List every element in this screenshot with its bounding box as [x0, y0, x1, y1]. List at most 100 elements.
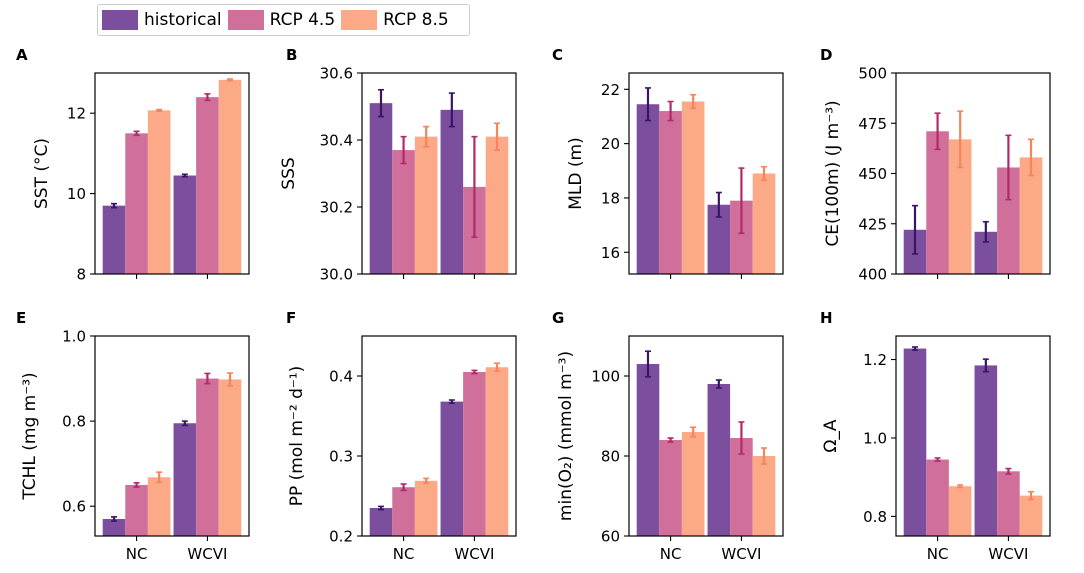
bar-A-NC-1: [125, 133, 148, 274]
errorbar-H-NC-1: [934, 457, 941, 462]
errorbar-H-WCVI-2: [1028, 490, 1035, 501]
errorbar-H-NC-0: [911, 346, 918, 351]
ylabel-A: SST (°C): [32, 138, 52, 209]
bar-D-NC-1: [926, 131, 949, 274]
bar-B-NC-2: [414, 136, 438, 274]
bar-C-WCVI-2: [752, 173, 776, 274]
ytick-label-A-1: 10: [67, 185, 86, 203]
bar-C-NC-0: [636, 104, 660, 275]
bar-G-WCVI-0: [707, 384, 731, 536]
errorbar-A-WCVI-1: [204, 93, 211, 102]
bar-A-NC-2: [147, 110, 171, 274]
ytick-label-F-1: 0.3: [329, 448, 353, 466]
panel-label-H: H: [820, 309, 833, 327]
panel-label-D: D: [820, 46, 832, 64]
errorbar-A-NC-1: [133, 130, 140, 137]
ylabel-E: TCHL (mg m⁻³): [20, 372, 40, 500]
legend-label-rcp45: RCP 4.5: [269, 10, 336, 30]
bar-E-WCVI-1: [196, 378, 219, 536]
legend-item-historical: historical: [102, 10, 222, 30]
bar-D-NC-2: [948, 139, 972, 274]
ytick-label-D-1: 425: [858, 215, 887, 233]
panel-H: H 0.8 1.0 1.2 NC WCVI Ω_A: [820, 309, 1051, 563]
ytick-label-A-2: 12: [67, 105, 86, 123]
xtick-label-E-WCVI: WCVI: [187, 545, 227, 563]
axes-frame-F: [361, 335, 517, 537]
ytick-label-E-1: 0.8: [62, 413, 86, 431]
errorbar-D-NC-0: [911, 204, 918, 255]
panel-B: B 30.0 30.2 30.4 30.6 SSS: [279, 46, 517, 284]
bar-H-NC-0: [903, 348, 927, 536]
ylabel-B: SSS: [279, 157, 299, 189]
axes-frame-H: [895, 335, 1051, 537]
bar-G-WCVI-1: [730, 438, 753, 536]
errorbar-D-WCVI-2: [1028, 138, 1035, 177]
errorbar-H-WCVI-0: [982, 358, 989, 373]
xtick-label-H-NC: NC: [927, 545, 949, 563]
bar-B-WCVI-2: [485, 136, 509, 274]
errorbar-D-NC-1: [934, 112, 941, 151]
errorbar-G-WCVI-0: [715, 379, 722, 389]
bar-G-NC-2: [681, 432, 705, 536]
errorbar-E-WCVI-2: [227, 372, 234, 387]
bar-F-NC-1: [392, 487, 415, 536]
bar-C-NC-2: [681, 101, 705, 275]
legend-label-rcp85: RCP 8.5: [383, 10, 449, 30]
bar-A-WCVI-0: [173, 175, 197, 274]
errorbar-B-WCVI-2: [494, 122, 501, 151]
errorbar-B-NC-1: [400, 135, 407, 165]
errorbar-G-WCVI-2: [761, 447, 768, 465]
panel-label-G: G: [552, 309, 564, 327]
ytick-label-C-3: 22: [601, 81, 620, 99]
axes-frame-A: [94, 72, 250, 275]
legend-swatch-historical: [102, 10, 138, 30]
errorbar-E-NC-2: [156, 471, 163, 484]
errorbar-D-WCVI-1: [1005, 134, 1012, 201]
bar-H-WCVI-0: [974, 365, 998, 536]
xtick-label-H-WCVI: WCVI: [988, 545, 1028, 563]
errorbar-C-NC-0: [644, 87, 651, 122]
legend-item-rcp85: RCP 8.5: [341, 10, 449, 30]
bar-D-WCVI-2: [1019, 157, 1043, 274]
ylabel-F: PP (mol m⁻² d⁻¹): [287, 366, 307, 507]
errorbar-E-NC-1: [133, 482, 140, 488]
xtick-label-G-WCVI: WCVI: [721, 545, 761, 563]
errorbar-F-NC-1: [400, 483, 407, 492]
ytick-label-E-2: 1.0: [62, 328, 86, 346]
bar-H-WCVI-1: [997, 471, 1020, 536]
errorbar-F-NC-0: [377, 505, 384, 511]
axes-frame-C: [628, 72, 784, 275]
ytick-label-G-2: 100: [591, 368, 620, 386]
panel-D: D 400 425 450 475 500 CE(100m) (J m⁻³): [820, 46, 1051, 284]
legend: historical RCP 4.5 RCP 8.5: [97, 4, 470, 36]
ytick-label-B-2: 30.4: [320, 132, 353, 150]
errorbar-A-WCVI-2: [227, 78, 234, 82]
legend-swatch-rcp45: [227, 10, 264, 30]
errorbar-C-NC-1: [667, 100, 674, 122]
ytick-label-F-2: 0.4: [329, 368, 353, 386]
bar-E-NC-0: [102, 518, 126, 536]
xtick-label-F-NC: NC: [393, 545, 415, 563]
bar-B-NC-0: [369, 103, 393, 275]
errorbar-B-WCVI-0: [448, 92, 455, 128]
ytick-label-C-0: 16: [601, 244, 620, 262]
legend-label-historical: historical: [144, 10, 222, 30]
errorbar-C-WCVI-2: [761, 165, 768, 182]
ytick-label-B-1: 30.2: [320, 199, 353, 217]
ytick-label-H-2: 1.2: [863, 351, 887, 369]
ytick-label-D-3: 475: [858, 115, 887, 133]
bar-H-NC-1: [926, 459, 949, 536]
axes-frame-E: [94, 335, 250, 537]
axes-frame-G: [628, 335, 784, 537]
ytick-label-G-1: 80: [601, 448, 620, 466]
ytick-label-D-0: 400: [858, 266, 887, 284]
errorbar-B-WCVI-1: [471, 135, 478, 238]
ytick-label-F-0: 0.2: [329, 528, 353, 546]
bar-F-NC-0: [369, 508, 393, 536]
errorbar-G-WCVI-1: [738, 421, 745, 455]
bar-G-NC-0: [636, 364, 660, 536]
ytick-label-B-0: 30.0: [320, 266, 353, 284]
bar-B-NC-1: [392, 150, 415, 274]
errorbar-E-WCVI-0: [181, 420, 188, 427]
